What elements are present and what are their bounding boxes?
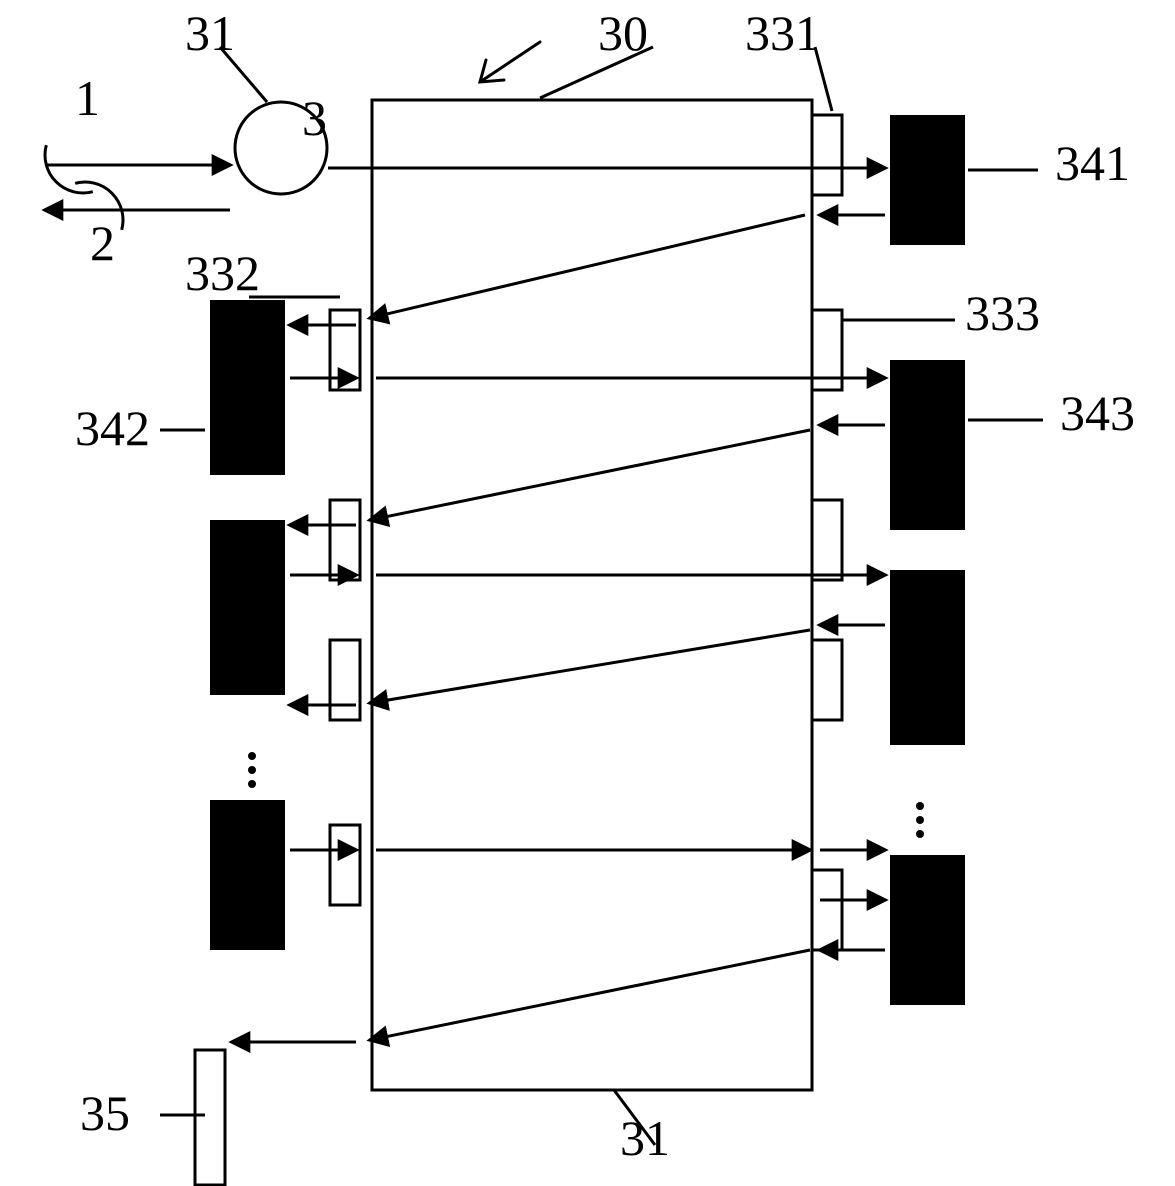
reflector-block bbox=[210, 300, 285, 475]
label-L342: 342 bbox=[75, 400, 150, 456]
ellipsis-dot bbox=[916, 816, 924, 824]
port-arc bbox=[45, 145, 93, 193]
reflector-block bbox=[210, 520, 285, 695]
label-L333: 333 bbox=[965, 285, 1040, 341]
coupling-port bbox=[812, 640, 842, 720]
coupling-port bbox=[330, 825, 360, 905]
coupling-port bbox=[812, 500, 842, 580]
reflector-block bbox=[210, 800, 285, 950]
reflector-block bbox=[890, 360, 965, 530]
label-L31b: 31 bbox=[620, 1110, 670, 1166]
coupling-port bbox=[812, 870, 842, 950]
reflector-block bbox=[890, 570, 965, 745]
ellipsis-dot bbox=[248, 766, 256, 774]
signal-arrow bbox=[370, 430, 810, 520]
label-L331: 331 bbox=[745, 5, 820, 61]
signal-arrow bbox=[370, 950, 810, 1040]
label-L341: 341 bbox=[1055, 135, 1130, 191]
label-L332: 332 bbox=[185, 245, 260, 301]
label-L35: 35 bbox=[80, 1085, 130, 1141]
label-L1: 1 bbox=[75, 70, 100, 126]
reflector-block bbox=[890, 115, 965, 245]
coupling-port bbox=[330, 500, 360, 580]
label-L2: 2 bbox=[90, 215, 115, 271]
coupling-port bbox=[812, 115, 842, 195]
signal-arrow bbox=[370, 215, 805, 318]
ellipsis-dot bbox=[248, 752, 256, 760]
ellipsis-dot bbox=[916, 830, 924, 838]
label-L343: 343 bbox=[1060, 385, 1135, 441]
label-L3: 3 bbox=[302, 90, 327, 146]
coupling-port bbox=[195, 1050, 225, 1185]
coupling-port bbox=[330, 640, 360, 720]
label-L31t: 31 bbox=[185, 5, 235, 61]
ellipsis-dot bbox=[916, 802, 924, 810]
reflector-block bbox=[890, 855, 965, 1005]
label-L30: 30 bbox=[598, 5, 648, 61]
waveguide-body bbox=[372, 100, 812, 1090]
signal-arrow bbox=[370, 630, 810, 703]
assembly-pointer bbox=[480, 42, 540, 82]
ellipsis-dot bbox=[248, 780, 256, 788]
